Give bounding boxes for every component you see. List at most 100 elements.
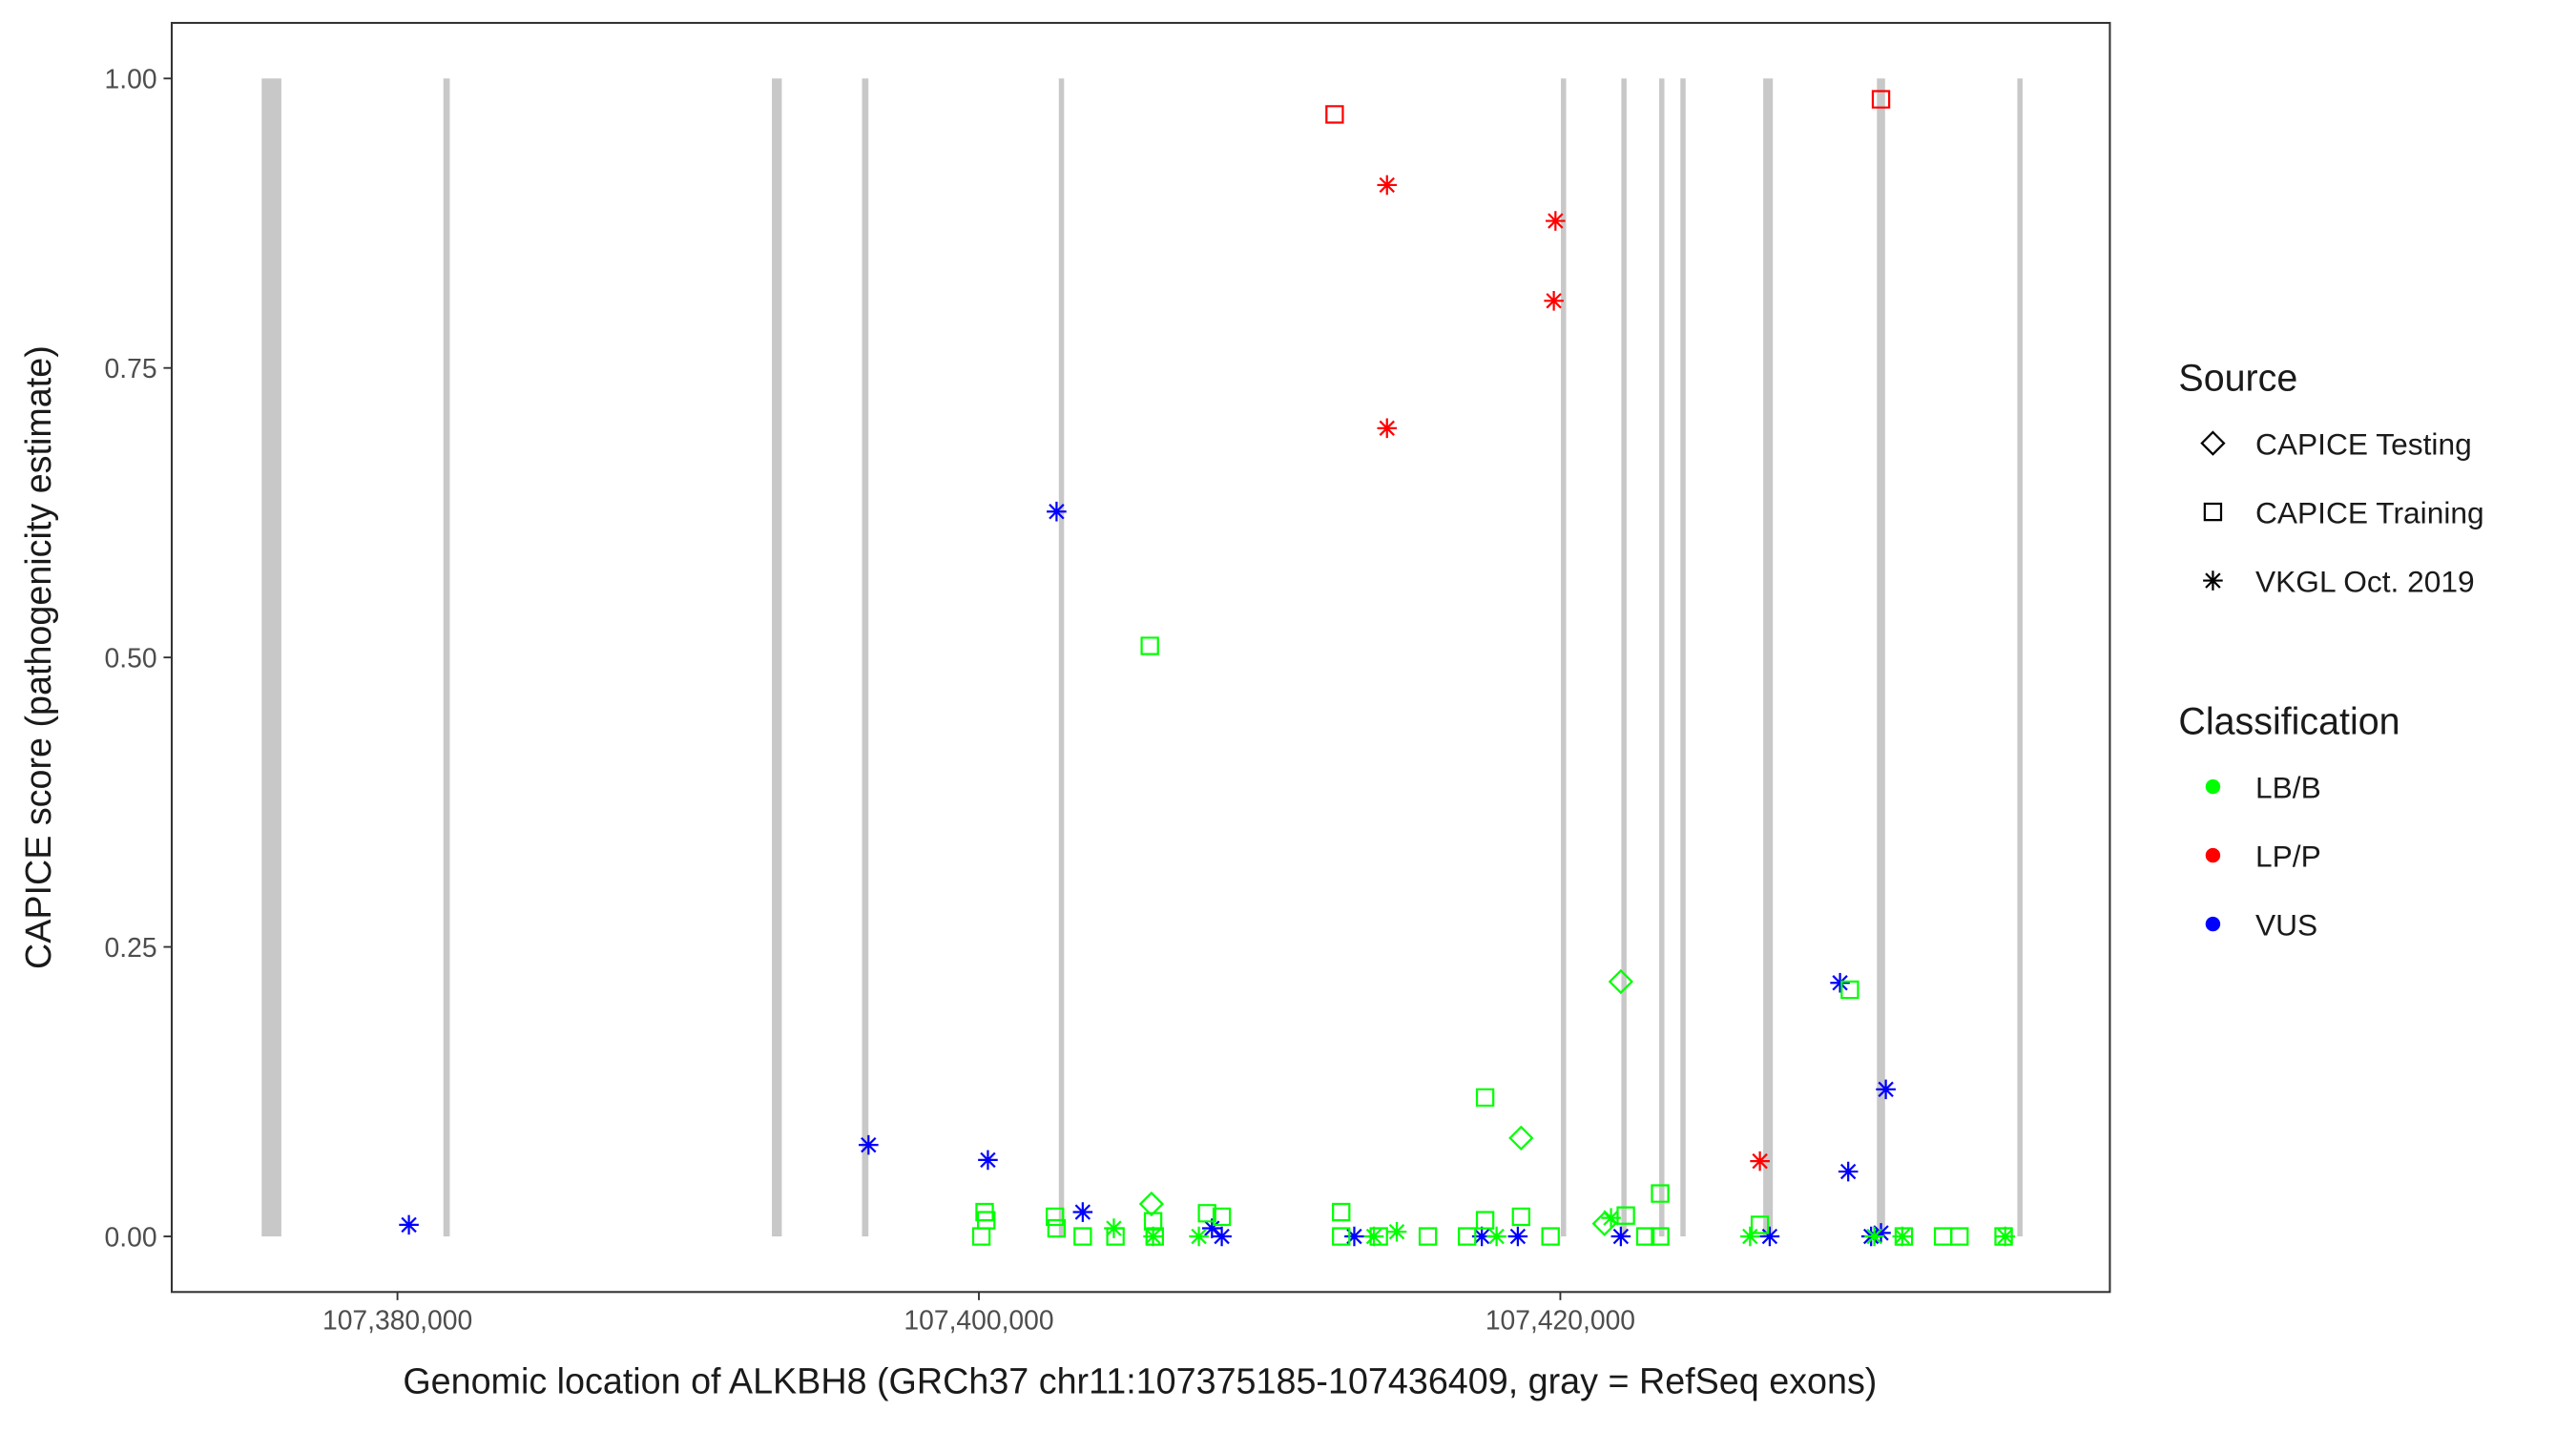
exon — [772, 78, 782, 1237]
legend-title: Classification — [2178, 701, 2399, 743]
x-tick-label: 107,380,000 — [322, 1305, 472, 1336]
exon — [862, 78, 869, 1237]
y-tick-label: 0.25 — [105, 932, 157, 963]
point — [1202, 1218, 1222, 1238]
point — [1876, 1079, 1896, 1100]
point — [1864, 1226, 1884, 1247]
point — [1145, 1227, 1164, 1246]
point — [977, 1211, 996, 1230]
point — [859, 1134, 879, 1155]
point — [1143, 1212, 1163, 1231]
point — [1377, 175, 1398, 196]
point — [1892, 1226, 1913, 1247]
point — [1750, 1151, 1770, 1172]
point — [1994, 1227, 2013, 1246]
exon — [261, 78, 281, 1237]
point — [1138, 1191, 1165, 1217]
point — [1651, 1184, 1670, 1203]
exon — [1058, 78, 1065, 1237]
point — [1508, 1125, 1534, 1151]
point — [1475, 1088, 1495, 1108]
point — [1830, 972, 1850, 993]
point — [1759, 1226, 1780, 1247]
legend-label: VUS — [2255, 908, 2317, 943]
point — [1046, 1207, 1065, 1227]
point — [1475, 1211, 1495, 1230]
point — [1950, 1227, 1969, 1246]
point — [1104, 1218, 1124, 1238]
point — [1894, 1227, 1914, 1246]
legend-symbol — [2203, 502, 2223, 522]
legend-label: CAPICE Testing — [2255, 427, 2472, 462]
point — [975, 1202, 994, 1222]
point — [1377, 418, 1398, 439]
point — [1325, 105, 1344, 124]
legend-label: CAPICE Training — [2255, 496, 2484, 530]
exon — [1680, 78, 1686, 1237]
point — [1750, 1215, 1770, 1234]
point — [1651, 1227, 1670, 1246]
y-tick-label: 0.75 — [105, 353, 157, 384]
exon — [1659, 78, 1665, 1237]
point — [1546, 211, 1566, 231]
point — [1995, 1226, 2016, 1247]
point — [1363, 1226, 1384, 1247]
exon — [1877, 78, 1885, 1237]
point — [1332, 1202, 1351, 1222]
point — [1511, 1207, 1530, 1227]
point — [1332, 1227, 1351, 1246]
point — [1601, 1208, 1621, 1228]
y-tick-label: 1.00 — [105, 64, 157, 94]
point — [1212, 1226, 1232, 1247]
exon — [1561, 78, 1567, 1237]
point — [1344, 1226, 1364, 1247]
point — [1143, 1226, 1163, 1247]
point — [1047, 501, 1067, 522]
legend-label: LB/B — [2255, 771, 2321, 805]
y-tick-label: 0.50 — [105, 642, 157, 673]
exon — [443, 78, 450, 1237]
y-axis-title: CAPICE score (pathogenicity estimate) — [18, 345, 58, 969]
point — [1418, 1227, 1438, 1246]
legend-label: VKGL Oct. 2019 — [2255, 565, 2475, 599]
legend-symbol — [2205, 847, 2221, 863]
point — [1471, 1226, 1492, 1247]
point — [1507, 1226, 1528, 1247]
legend-symbol — [2200, 430, 2226, 456]
point — [1197, 1204, 1216, 1223]
y-tick-label: 0.00 — [105, 1221, 157, 1252]
point — [1386, 1221, 1407, 1242]
legend-symbol — [2205, 778, 2221, 795]
plot-border — [170, 21, 2111, 1294]
point — [1933, 1227, 1953, 1246]
exon — [1621, 78, 1627, 1237]
point — [1212, 1207, 1232, 1227]
point — [1608, 968, 1634, 995]
point — [1458, 1227, 1477, 1246]
point — [971, 1227, 991, 1246]
x-axis-title: Genomic location of ALKBH8 (GRCh37 chr11… — [403, 1361, 1877, 1401]
point — [1610, 1226, 1631, 1247]
point — [1840, 980, 1859, 1000]
point — [1871, 90, 1891, 109]
point — [978, 1150, 998, 1171]
exon — [2017, 78, 2023, 1237]
point — [1541, 1227, 1560, 1246]
legend-symbol — [2203, 570, 2223, 591]
point — [1486, 1226, 1506, 1247]
point — [1072, 1202, 1093, 1222]
x-tick-label: 107,400,000 — [904, 1305, 1053, 1336]
point — [1871, 1223, 1891, 1243]
point — [399, 1214, 419, 1235]
point — [1544, 291, 1564, 311]
exon — [1763, 78, 1774, 1237]
legend-title: Source — [2178, 358, 2297, 400]
point — [1189, 1226, 1209, 1247]
point — [1740, 1226, 1760, 1247]
point — [1047, 1218, 1067, 1238]
x-tick-label: 107,420,000 — [1485, 1305, 1635, 1336]
legend-label: LP/P — [2255, 840, 2321, 874]
point — [1838, 1161, 1859, 1182]
point — [1140, 636, 1159, 655]
